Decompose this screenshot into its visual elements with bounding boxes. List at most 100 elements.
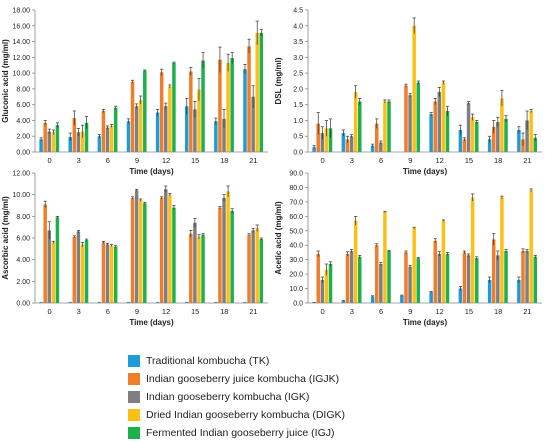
dsl-ytick-label: 1.0 <box>293 118 303 125</box>
ascorbic-bar <box>214 301 218 303</box>
dsl-xtick-label: 9 <box>408 156 412 165</box>
chart-acetic-acid: 0.0 10.0 20.0 30.0 40.0 50.0 60.0 70.0 80.0 90.0 0… <box>274 171 542 327</box>
gluconic-bar <box>214 121 218 152</box>
dsl-bar <box>475 122 479 152</box>
legend-item-tk: Traditional kombucha (TK) <box>128 352 428 370</box>
gluconic-bar <box>109 125 114 152</box>
ascorbic-bar <box>197 236 201 303</box>
dsl-bar <box>316 123 320 152</box>
acetic-bar <box>400 295 404 303</box>
acetic-bar <box>445 253 450 303</box>
acetic-bar <box>341 300 346 303</box>
gluconic-bar <box>197 89 201 152</box>
ascorbic-xtick-label: 15 <box>191 307 199 316</box>
acetic-bar <box>475 258 479 303</box>
dsl-ytick-label: 2.5 <box>293 71 303 78</box>
dsl-bar <box>379 142 383 152</box>
gluconic-bar <box>68 137 72 152</box>
acetic-xtick-label: 21 <box>523 307 531 316</box>
gluconic-xtick-label: 3 <box>77 156 81 165</box>
gluconic-bar <box>113 107 118 152</box>
acetic-ytick-label: 0.0 <box>293 301 303 308</box>
dsl-bar <box>387 101 391 152</box>
ascorbic-bar <box>189 233 193 303</box>
dsl-bar <box>320 133 325 152</box>
gluconic-xtick-label: 21 <box>249 156 257 165</box>
dsl-bar <box>445 110 450 152</box>
dsl-bar <box>487 139 492 152</box>
dsl-bar <box>533 137 538 152</box>
acetic-bar <box>504 251 508 303</box>
ascorbic-bar <box>247 234 251 303</box>
gluconic-bar <box>76 132 81 152</box>
gluconic-bar <box>80 131 85 152</box>
ascorbic-ytick-label: 12.00 <box>12 171 30 178</box>
dsl-bar <box>441 82 446 152</box>
acetic-bar <box>349 251 354 303</box>
acetic-bar <box>328 264 333 303</box>
chart-gluconic-acid: 0.00 2.00 4.00 6.00 8.00 10.00 12.00 14.00 16.00… <box>1 8 268 176</box>
ascorbic-bar <box>218 207 222 303</box>
ascorbic-bar <box>168 194 172 303</box>
acetic-bar <box>353 220 358 303</box>
dsl-bar <box>349 136 354 152</box>
ascorbic-bar <box>84 240 89 303</box>
gluconic-xtick-label: 9 <box>135 156 139 165</box>
gluconic-bar <box>172 62 176 152</box>
acetic-bar <box>496 255 500 303</box>
acetic-ytick-label: 60.0 <box>289 214 303 221</box>
acetic-bar <box>404 252 408 303</box>
acetic-xtick-label: 6 <box>379 307 383 316</box>
dsl-ytick-label: 4.0 <box>293 23 303 30</box>
ascorbic-bar <box>72 236 77 303</box>
dsl-bar <box>458 129 463 152</box>
gluconic-bar <box>55 125 60 152</box>
legend-item-igj: Fermented Indian gooseberry juice (IGJ) <box>128 424 428 442</box>
ascorbic-bar <box>159 197 164 303</box>
ascorbic-ytick-label: 0.00 <box>16 301 30 308</box>
chart-dsl: 0.0 0.5 1.0 1.5 2.0 2.5 3.0 3.5 4.0 4.5 0 3 6 9 12 15 18… <box>274 8 542 176</box>
gluconic-bar <box>251 96 255 152</box>
acetic-bar <box>408 266 412 303</box>
dsl-bar <box>324 128 329 152</box>
acetic-bar <box>437 253 442 303</box>
acetic-bar <box>458 288 463 303</box>
ascorbic-bar <box>243 301 247 303</box>
acetic-bar <box>491 239 496 303</box>
dsl-xtick-label: 6 <box>379 156 383 165</box>
gluconic-bar <box>105 127 110 152</box>
legend-swatch-igj <box>128 427 140 439</box>
ascorbic-bar <box>222 197 226 303</box>
ascorbic-xtick-label: 12 <box>162 307 170 316</box>
gluconic-bar <box>126 121 131 152</box>
gluconic-ytick-label: 0.00 <box>16 150 30 157</box>
gluconic-bar <box>101 110 106 152</box>
gluconic-ytick-label: 10.00 <box>12 71 30 78</box>
legend-label-igj: Fermented Indian gooseberry juice (IGJ) <box>146 427 335 439</box>
legend-item-igjk: Indian gooseberry juice kombucha (IGJK) <box>128 370 428 388</box>
ascorbic-bar <box>138 200 143 303</box>
ascorbic-bar <box>113 246 118 303</box>
gluconic-bar <box>84 122 89 152</box>
acetic-ytick-label: 10.0 <box>289 286 303 293</box>
ascorbic-bar <box>130 197 135 303</box>
acetic-bar <box>500 197 504 303</box>
dsl-ytick-label: 1.5 <box>293 102 303 109</box>
dsl-bar <box>433 101 437 152</box>
gluconic-bar <box>189 71 193 152</box>
acetic-bar <box>487 279 492 303</box>
gluconic-xtick-label: 0 <box>47 156 51 165</box>
gluconic-x-axis-title: Time (days) <box>129 167 174 176</box>
ascorbic-bar <box>51 242 56 303</box>
legend-item-digk: Dried Indian gooseberry kombucha (DIGK) <box>128 406 428 424</box>
dsl-ytick-label: 4.5 <box>293 8 303 15</box>
gluconic-xtick-label: 12 <box>162 156 170 165</box>
dsl-bar <box>496 122 500 152</box>
gluconic-bar <box>193 109 197 152</box>
acetic-xtick-label: 0 <box>321 307 325 316</box>
gluconic-bar <box>39 139 43 152</box>
gluconic-ytick-label: 6.00 <box>16 102 30 109</box>
gluconic-xtick-label: 15 <box>191 156 199 165</box>
acetic-ytick-label: 40.0 <box>289 243 303 250</box>
dsl-bar <box>374 123 379 152</box>
